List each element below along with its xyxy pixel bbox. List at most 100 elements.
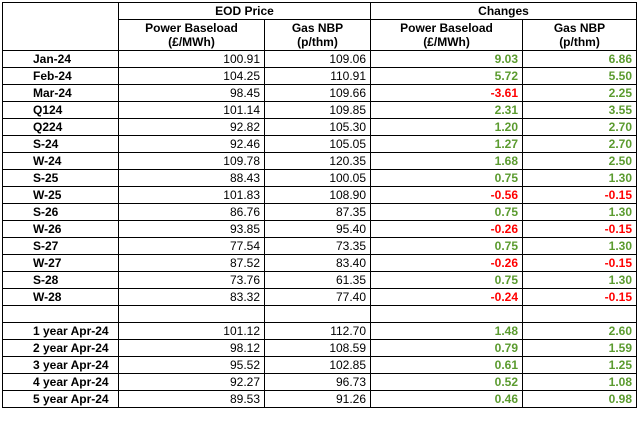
- power-baseload-value: 89.53: [118, 390, 265, 408]
- row-label: W-25: [2, 186, 119, 204]
- empty-cell: [118, 305, 265, 323]
- power-baseload-value: 77.54: [118, 237, 265, 255]
- gas-nbp-value: 83.40: [263, 254, 372, 272]
- power-baseload-value: 92.82: [118, 118, 265, 136]
- power-baseload-value: 93.85: [118, 220, 265, 238]
- row-label: W-28: [2, 288, 119, 306]
- power-baseload-change: 0.75: [370, 203, 524, 221]
- table-row: 4 year Apr-24 92.27 96.73 0.52 1.08: [2, 373, 638, 391]
- table-row: Q124 101.14 109.85 2.31 3.55: [2, 101, 638, 119]
- table-row: W-24 109.78 120.35 1.68 2.50: [2, 152, 638, 170]
- power-baseload-value: 88.43: [118, 169, 265, 187]
- row-label: W-24: [2, 152, 119, 170]
- table-row: W-26 93.85 95.40 -0.26 -0.15: [2, 220, 638, 238]
- gas-nbp-change: -0.15: [522, 186, 638, 204]
- power-baseload-value: 95.52: [118, 356, 265, 374]
- eod-price-header: EOD Price: [117, 2, 372, 20]
- row-label: W-27: [2, 254, 119, 272]
- row-label: Feb-24: [2, 67, 119, 85]
- power-baseload-change-header: Power Baseload (£/MWh): [370, 19, 524, 51]
- row-label: 4 year Apr-24: [2, 373, 119, 391]
- table-row: S-25 88.43 100.05 0.75 1.30: [2, 169, 638, 187]
- power-baseload-change: 0.46: [370, 390, 524, 408]
- power-baseload-value: 73.76: [118, 271, 265, 289]
- row-label: Mar-24: [2, 84, 119, 102]
- power-baseload-change-title: Power Baseload: [400, 21, 493, 35]
- table-row: W-28 83.32 77.40 -0.24 -0.15: [2, 288, 638, 306]
- empty-cell: [263, 305, 372, 323]
- table-row: W-27 87.52 83.40 -0.26 -0.15: [2, 254, 638, 272]
- table-row: 5 year Apr-24 89.53 91.26 0.46 0.98: [2, 390, 638, 408]
- power-baseload-change: -0.26: [370, 220, 524, 238]
- power-baseload-change: 9.03: [370, 50, 524, 68]
- power-baseload-value: 104.25: [118, 67, 265, 85]
- power-baseload-change: 0.75: [370, 237, 524, 255]
- gas-nbp-value: 77.40: [263, 288, 372, 306]
- gas-nbp-value: 108.90: [263, 186, 372, 204]
- gas-nbp-value: 105.30: [263, 118, 372, 136]
- table-row: S-28 73.76 61.35 0.75 1.30: [2, 271, 638, 289]
- gas-nbp-value: 73.35: [263, 237, 372, 255]
- power-baseload-change: 0.79: [370, 339, 524, 357]
- power-baseload-value: 86.76: [118, 203, 265, 221]
- gas-nbp-value: 91.26: [263, 390, 372, 408]
- gas-nbp-value: 110.91: [263, 67, 372, 85]
- corner-cell: [2, 2, 119, 51]
- power-baseload-change: 0.75: [370, 271, 524, 289]
- power-baseload-value: 98.45: [118, 84, 265, 102]
- row-label: S-24: [2, 135, 119, 153]
- table-row: 1 year Apr-24 101.12 112.70 1.48 2.60: [2, 322, 638, 340]
- gas-nbp-change: 1.25: [522, 356, 638, 374]
- table-row: W-25 101.83 108.90 -0.56 -0.15: [2, 186, 638, 204]
- table-row: S-27 77.54 73.35 0.75 1.30: [2, 237, 638, 255]
- header-row-groups: EOD Price Changes: [2, 2, 638, 51]
- gas-nbp-value: 109.06: [263, 50, 372, 68]
- gas-nbp-value: 95.40: [263, 220, 372, 238]
- power-baseload-change: -3.61: [370, 84, 524, 102]
- gas-nbp-value: 102.85: [263, 356, 372, 374]
- gas-nbp-change: 1.59: [522, 339, 638, 357]
- row-label: Q224: [2, 118, 119, 136]
- power-baseload-change: 1.68: [370, 152, 524, 170]
- row-label: S-27: [2, 237, 119, 255]
- gas-nbp-change: 5.50: [522, 67, 638, 85]
- power-baseload-value: 101.12: [118, 322, 265, 340]
- power-baseload-change: 1.27: [370, 135, 524, 153]
- empty-cell: [370, 305, 524, 323]
- gas-nbp-change: 2.70: [522, 118, 638, 136]
- power-baseload-value: 83.32: [118, 288, 265, 306]
- power-baseload-title: Power Baseload: [145, 21, 238, 35]
- header-row-columns: Power Baseload (£/MWh) Gas NBP (p/thm) P…: [3, 19, 638, 51]
- gas-nbp-change: 3.55: [522, 101, 638, 119]
- power-baseload-value: 101.14: [118, 101, 265, 119]
- row-label: Jan-24: [2, 50, 119, 68]
- gas-nbp-value: 109.66: [263, 84, 372, 102]
- power-baseload-change-unit: (£/MWh): [423, 35, 470, 49]
- row-label: 5 year Apr-24: [2, 390, 119, 408]
- empty-cell: [2, 305, 119, 323]
- row-label: W-26: [2, 220, 119, 238]
- gas-nbp-value: 120.35: [263, 152, 372, 170]
- spacer-row: [2, 305, 638, 323]
- table-row: Feb-24 104.25 110.91 5.72 5.50: [2, 67, 638, 85]
- row-label: 1 year Apr-24: [2, 322, 119, 340]
- power-baseload-change: 1.48: [370, 322, 524, 340]
- gas-nbp-value: 61.35: [263, 271, 372, 289]
- table-row: Q224 92.82 105.30 1.20 2.70: [2, 118, 638, 136]
- gas-nbp-change: 1.08: [522, 373, 638, 391]
- gas-nbp-value: 96.73: [263, 373, 372, 391]
- table-row: Mar-24 98.45 109.66 -3.61 2.25: [2, 84, 638, 102]
- price-table: EOD Price Changes Power Baseload (£/MWh)…: [2, 2, 638, 408]
- power-baseload-header: Power Baseload (£/MWh): [118, 19, 265, 51]
- table-row: 2 year Apr-24 98.12 108.59 0.79 1.59: [2, 339, 638, 357]
- power-baseload-change: -0.56: [370, 186, 524, 204]
- power-baseload-value: 101.83: [118, 186, 265, 204]
- gas-nbp-unit: (p/thm): [297, 35, 338, 49]
- gas-nbp-value: 112.70: [263, 322, 372, 340]
- gas-nbp-change: 1.30: [522, 271, 638, 289]
- gas-nbp-value: 100.05: [263, 169, 372, 187]
- power-baseload-unit: (£/MWh): [168, 35, 215, 49]
- power-baseload-change: -0.24: [370, 288, 524, 306]
- table-row: S-24 92.46 105.05 1.27 2.70: [2, 135, 638, 153]
- gas-nbp-change: -0.15: [522, 220, 638, 238]
